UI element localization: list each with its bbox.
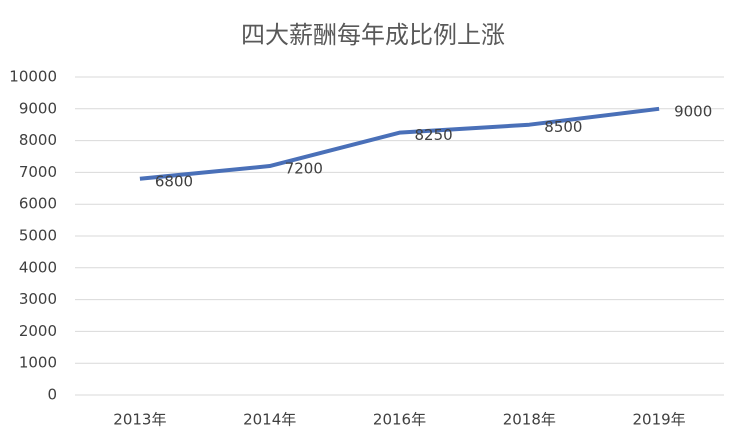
data-label: 8500 <box>544 118 582 136</box>
y-tick-label: 6000 <box>19 195 57 213</box>
data-line <box>139 106 660 181</box>
y-tick-label: 2000 <box>19 322 57 340</box>
x-tick-label: 2018年 <box>503 411 556 429</box>
y-tick-label: 9000 <box>19 99 57 117</box>
y-tick-label: 7000 <box>19 163 57 181</box>
y-tick-label: 5000 <box>19 227 57 245</box>
y-tick-label: 8000 <box>19 131 57 149</box>
x-tick-label: 2013年 <box>113 411 166 429</box>
y-tick-label: 1000 <box>19 354 57 372</box>
x-tick-label: 2016年 <box>373 411 426 429</box>
data-label: 6800 <box>155 172 193 190</box>
y-tick-label: 0 <box>47 386 57 404</box>
data-label: 7200 <box>285 160 323 178</box>
data-label: 9000 <box>674 102 712 120</box>
x-tick-label: 2014年 <box>243 411 296 429</box>
y-tick-label: 10000 <box>9 68 57 86</box>
data-label: 8250 <box>415 126 453 144</box>
y-tick-label: 3000 <box>19 290 57 308</box>
x-tick-label: 2019年 <box>633 411 686 429</box>
chart-title: 四大薪酬每年成比例上涨 <box>241 21 505 49</box>
y-tick-label: 4000 <box>19 258 57 276</box>
